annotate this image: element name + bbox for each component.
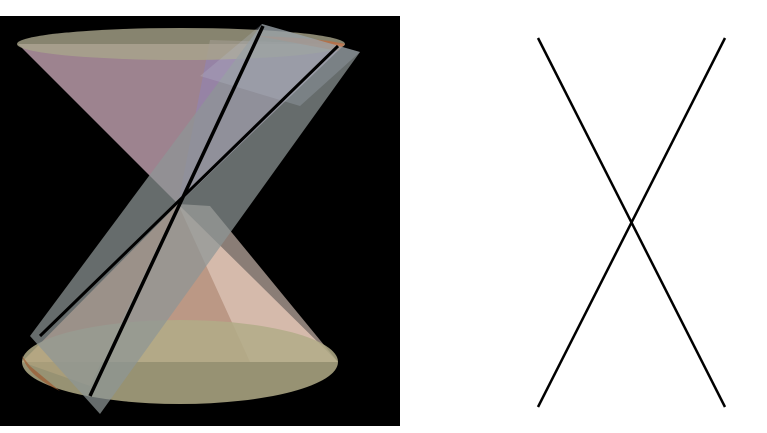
lines-svg <box>536 37 727 408</box>
cutting-plane <box>30 24 360 414</box>
double-cone-illustration <box>0 16 400 426</box>
intersecting-lines-diagram <box>500 30 750 415</box>
intersection-line-2 <box>38 44 340 338</box>
plane-upper-sheen <box>200 24 360 106</box>
cone-svg <box>0 16 400 426</box>
ascending-line <box>536 37 727 408</box>
intersection-line-1 <box>88 25 265 397</box>
